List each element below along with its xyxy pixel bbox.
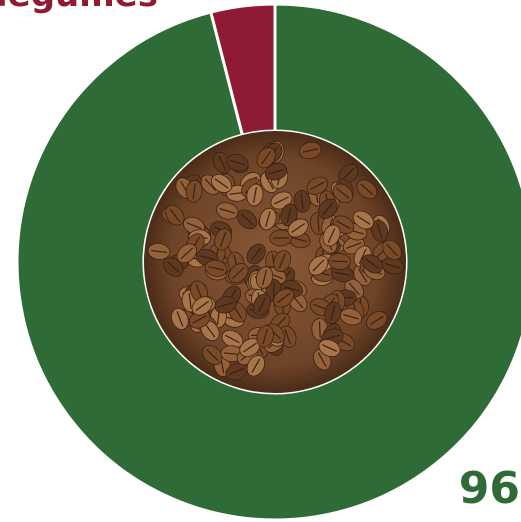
bean-crease: [214, 178, 229, 189]
bean-crease: [330, 305, 336, 321]
bean-crease: [300, 193, 304, 210]
bean-crease: [336, 187, 350, 199]
bean-crease: [240, 213, 254, 226]
bean-crease: [346, 242, 362, 249]
bean-crease: [369, 315, 384, 326]
bean-crease: [195, 300, 210, 312]
bean-crease: [229, 159, 246, 166]
bean-crease: [384, 262, 401, 269]
bean-crease: [217, 301, 234, 308]
bean-crease: [242, 342, 257, 353]
bean-crease: [206, 348, 219, 362]
bean-crease: [265, 211, 271, 227]
bean-crease: [318, 321, 321, 338]
bean-crease: [169, 208, 181, 222]
bean-crease: [312, 259, 325, 272]
bean-crease: [284, 328, 291, 345]
bean-crease: [186, 222, 202, 230]
bean-crease: [208, 266, 225, 271]
bean-crease: [292, 295, 304, 309]
bean-crease: [302, 148, 319, 153]
category-label: légumes: [0, 0, 158, 15]
bean-crease: [204, 323, 216, 338]
bean-crease: [273, 196, 289, 205]
bean-crease: [192, 315, 207, 324]
bean-crease: [356, 215, 371, 225]
bean-crease: [232, 267, 245, 279]
bean-crease: [321, 344, 338, 352]
bean-crease: [317, 215, 320, 232]
bean-crease: [262, 269, 268, 286]
bean-crease: [192, 183, 196, 200]
bean-crease: [180, 247, 194, 260]
bean-crease: [286, 207, 292, 223]
bean-crease: [334, 271, 351, 276]
bean-crease: [188, 292, 192, 309]
bean-crease: [166, 261, 180, 273]
bean-crease: [360, 183, 374, 196]
bean-crease: [357, 268, 368, 283]
bean-crease: [358, 248, 367, 264]
bean-crease: [376, 223, 383, 239]
bean-crease: [386, 243, 398, 257]
bean-crease: [365, 258, 380, 270]
bean-crease: [219, 208, 236, 214]
bean-crease: [268, 168, 284, 175]
bean-crease: [283, 285, 300, 292]
bean-crease: [322, 202, 334, 216]
bean-crease: [348, 282, 360, 296]
bean-crease: [324, 334, 341, 341]
bean-crease: [218, 155, 227, 171]
bean-crease: [223, 352, 240, 356]
bean-crease: [291, 222, 306, 234]
bean-crease: [327, 227, 336, 244]
bean-crease: [331, 260, 348, 263]
bean-crease: [342, 167, 355, 181]
bean-crease: [195, 283, 203, 300]
bean-crease: [317, 352, 327, 367]
bean-crease: [176, 311, 184, 327]
bean-crease: [310, 181, 325, 191]
bean-crease: [252, 187, 258, 203]
bean-crease: [261, 150, 272, 165]
bean-crease: [204, 178, 217, 192]
bean-crease: [291, 236, 308, 243]
value-label: 96: [459, 463, 520, 514]
bean-crease: [199, 255, 215, 261]
bean-crease: [250, 247, 262, 261]
bean-crease: [229, 367, 245, 375]
bean-crease: [225, 334, 240, 344]
bean-crease: [258, 297, 267, 313]
bean-crease: [276, 292, 291, 304]
bean-crease: [219, 231, 227, 248]
bean-crease: [343, 314, 359, 320]
bean-crease: [336, 220, 351, 230]
bean-crease: [251, 358, 261, 373]
bean-crease: [278, 253, 286, 269]
bean-crease: [150, 249, 167, 253]
bean-crease: [262, 328, 269, 345]
center-image: [144, 131, 406, 393]
